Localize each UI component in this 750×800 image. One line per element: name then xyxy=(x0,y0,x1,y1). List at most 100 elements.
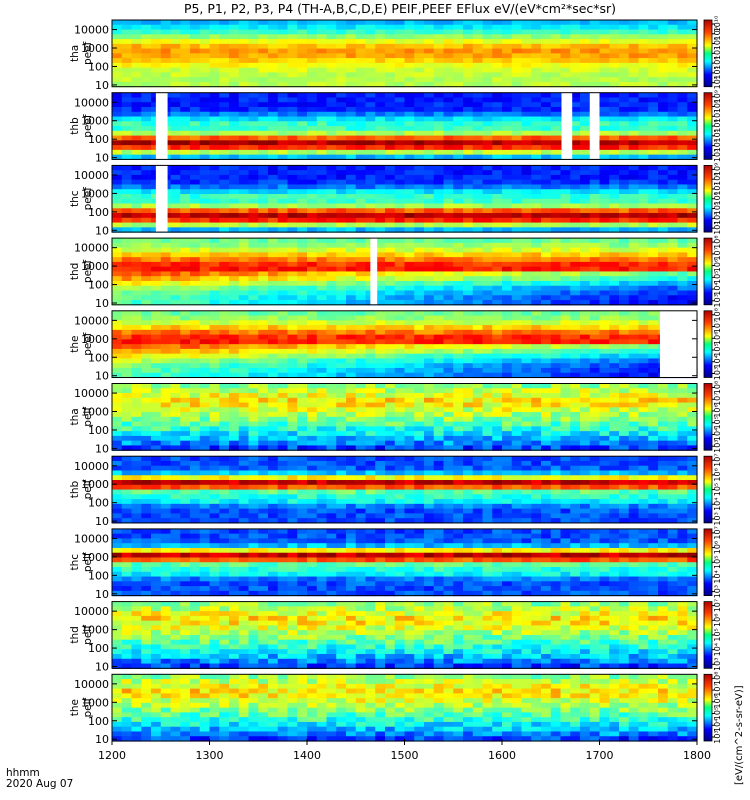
spectrogram-cell xyxy=(511,165,523,171)
spectrogram-cell xyxy=(336,130,347,137)
spectrogram-cell xyxy=(112,58,123,64)
spectrogram-cell xyxy=(121,290,133,296)
spectrogram-cell xyxy=(375,53,386,59)
spectrogram-cell xyxy=(463,97,474,103)
colorbar-tick-label: 10⁶ xyxy=(713,332,722,345)
spectrogram-cell xyxy=(131,213,142,219)
spectrogram-cell xyxy=(307,111,318,118)
spectrogram-cell xyxy=(355,353,367,360)
spectrogram-cell xyxy=(160,34,172,40)
spectrogram-cell xyxy=(550,154,562,160)
spectrogram-cell xyxy=(307,184,318,190)
spectrogram-cell xyxy=(667,285,679,292)
spectrogram-cell xyxy=(404,121,415,127)
spectrogram-cell xyxy=(199,203,211,209)
spectrogram-cell xyxy=(297,397,308,404)
spectrogram-cell xyxy=(121,280,133,287)
spectrogram-cell xyxy=(229,111,240,118)
spectrogram-cell xyxy=(609,170,620,176)
spectrogram-cell xyxy=(336,62,347,69)
spectrogram-cell xyxy=(482,393,493,399)
spectrogram-cell xyxy=(112,203,123,209)
spectrogram-cell xyxy=(219,426,230,432)
spectrogram-cell xyxy=(482,170,493,176)
spectrogram-cell xyxy=(131,383,142,389)
spectrogram-cell xyxy=(550,198,562,205)
spectrogram-cell xyxy=(190,29,201,35)
spectrogram-cell xyxy=(472,397,484,404)
spectrogram-cell xyxy=(238,126,250,132)
spectrogram-cell xyxy=(560,310,571,317)
spectrogram-cell xyxy=(180,72,191,78)
spectrogram-cell xyxy=(560,276,571,282)
spectrogram-cell xyxy=(375,130,386,137)
spectrogram-cell xyxy=(131,290,142,296)
spectrogram-cell xyxy=(550,252,562,258)
spectrogram-cell xyxy=(531,334,542,340)
spectrogram-cell xyxy=(209,203,220,209)
spectrogram-cell xyxy=(511,208,523,214)
spectrogram-cell xyxy=(385,426,396,432)
spectrogram-cell xyxy=(550,363,562,369)
spectrogram-cell xyxy=(277,290,289,296)
spectrogram-cell xyxy=(219,193,230,200)
spectrogram-cell xyxy=(394,72,406,78)
spectrogram-cell xyxy=(277,402,289,408)
spectrogram-cell xyxy=(199,440,211,447)
spectrogram-cell xyxy=(472,222,484,228)
spectrogram-cell xyxy=(297,34,308,40)
spectrogram-cell xyxy=(433,58,445,64)
spectrogram-cell xyxy=(394,295,406,301)
spectrogram-cell xyxy=(531,238,542,244)
spectrogram-cell xyxy=(453,53,464,59)
spectrogram-cell xyxy=(365,320,376,326)
spectrogram-cell xyxy=(687,126,698,132)
spectrogram-cell xyxy=(151,310,162,317)
spectrogram-cell xyxy=(560,227,571,233)
spectrogram-cell xyxy=(453,67,464,73)
spectrogram-cell xyxy=(248,344,259,350)
spectrogram-cell xyxy=(287,416,298,423)
spectrogram-cell xyxy=(638,39,649,45)
spectrogram-cell xyxy=(511,421,523,427)
spectrogram-cell xyxy=(453,344,464,350)
spectrogram-cell xyxy=(541,203,552,209)
spectrogram-cell xyxy=(248,77,259,83)
spectrogram-cell xyxy=(112,106,123,113)
spectrogram-cell xyxy=(355,310,367,317)
spectrogram-cell xyxy=(424,402,435,408)
spectrogram-cell xyxy=(375,58,386,64)
spectrogram-cell xyxy=(492,416,503,423)
spectrogram-cell xyxy=(472,102,484,108)
colorbar-tick-label: 10³ xyxy=(713,294,722,307)
spectrogram-cell xyxy=(248,58,259,64)
spectrogram-cell xyxy=(677,189,688,195)
spectrogram-cell xyxy=(453,363,464,369)
spectrogram-cell xyxy=(141,102,152,108)
spectrogram-cell xyxy=(482,67,493,73)
spectrogram-cell xyxy=(492,440,503,447)
spectrogram-cell xyxy=(560,39,571,45)
spectrogram-cell xyxy=(609,363,620,369)
spectrogram-cell xyxy=(336,276,347,282)
spectrogram-cell xyxy=(131,285,142,292)
spectrogram-cell xyxy=(531,416,542,423)
spectrogram-cell xyxy=(628,271,640,277)
spectrogram-cell xyxy=(209,140,220,146)
spectrogram-cell xyxy=(550,193,562,200)
spectrogram-cell xyxy=(355,92,367,99)
spectrogram-cell xyxy=(550,325,562,331)
spectrogram-cell xyxy=(336,363,347,369)
spectrogram-cell xyxy=(619,310,630,317)
spectrogram-cell xyxy=(151,329,162,336)
spectrogram-cell xyxy=(619,179,630,186)
spectrogram-cell xyxy=(121,372,133,379)
spectrogram-cell xyxy=(229,266,240,273)
spectrogram-cell xyxy=(199,325,211,331)
spectrogram-cell xyxy=(667,62,679,69)
spectrogram-cell xyxy=(580,111,591,118)
spectrogram-cell xyxy=(472,266,484,273)
spectrogram-cell xyxy=(375,344,386,350)
spectrogram-cell xyxy=(326,203,337,209)
spectrogram-cell xyxy=(511,416,523,423)
